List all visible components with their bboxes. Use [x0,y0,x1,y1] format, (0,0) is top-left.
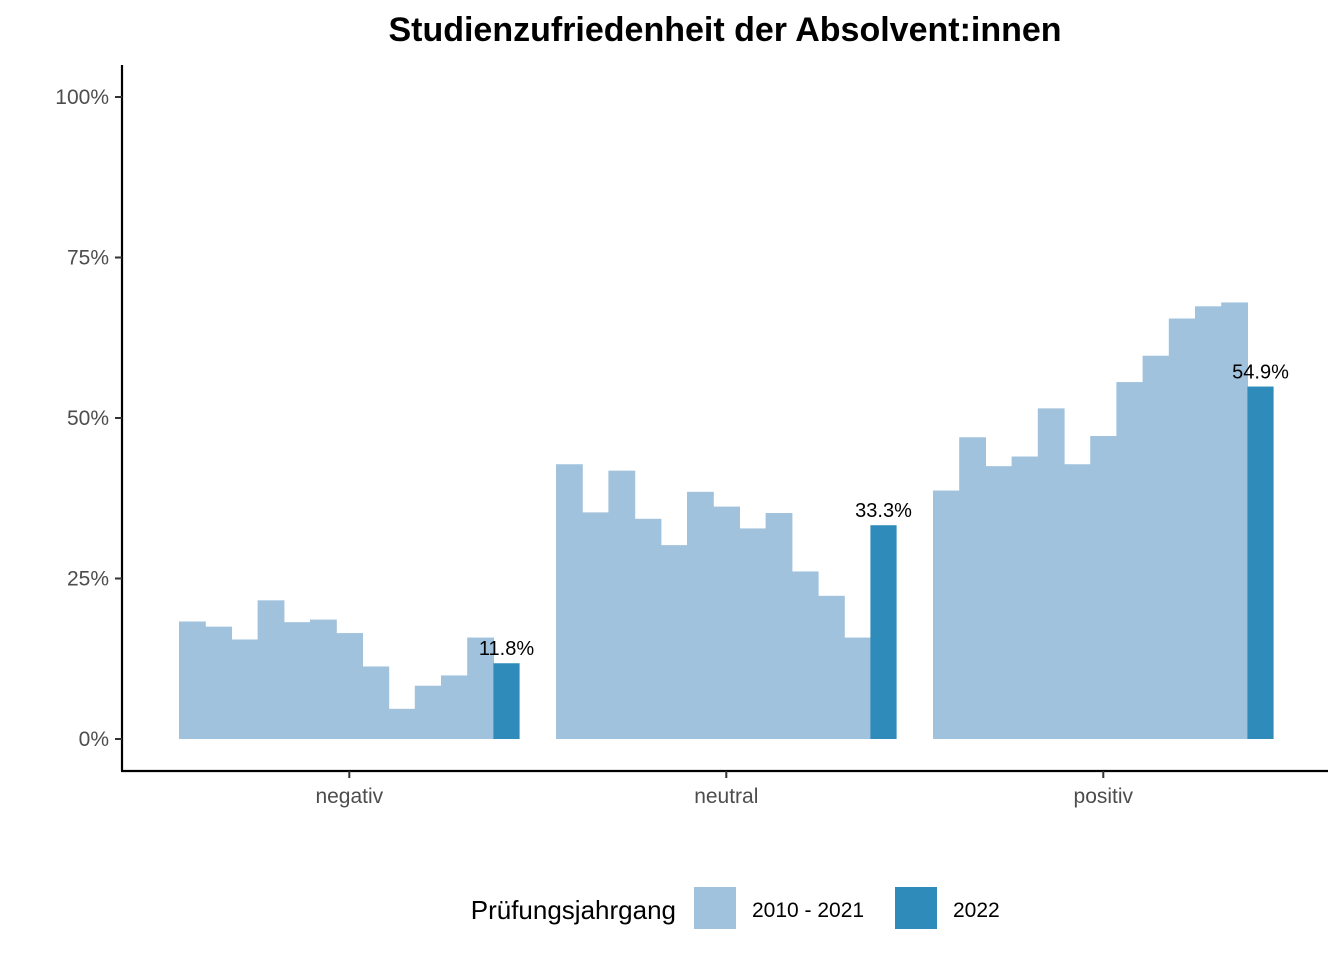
legend-label-2022: 2022 [953,899,1000,922]
x-tick-label-neutral: neutral [694,785,758,808]
bar-neutral-hist-0 [556,464,583,739]
bar-negativ-hist-4 [283,622,311,739]
legend: Prüfungsjahrgang 2010 - 2021 2022 [471,887,1000,929]
bar-neutral-hist-10 [818,595,845,739]
bar-positiv-hist-6 [1090,435,1117,739]
bar-positiv-hist-10 [1195,306,1222,739]
bar-positiv-hist-9 [1168,318,1196,739]
legend-swatch-2022 [895,887,937,929]
bar-positiv-2022 [1247,386,1274,739]
bar-positiv-hist-2 [985,466,1013,739]
bar-positiv-hist-0 [933,490,960,739]
y-tick-label-3: 75% [67,247,109,270]
bar-negativ-hist-6 [336,633,363,739]
bar-neutral-hist-3 [634,518,662,739]
bar-negativ-hist-10 [441,675,468,739]
bar-negativ-hist-3 [257,600,285,739]
bar-neutral-hist-9 [791,571,819,739]
bar-negativ-hist-9 [414,685,442,739]
bar-positiv-hist-3 [1011,456,1039,739]
legend-swatch-2010-2021 [694,887,736,929]
bar-neutral-hist-8 [765,513,793,739]
bar-negativ-hist-7 [362,666,390,739]
x-tick-label-positiv: positiv [1074,785,1134,808]
data-label-positiv-2022: 54.9% [1232,362,1289,384]
bar-positiv-hist-5 [1064,464,1091,739]
bar-negativ-hist-5 [310,619,337,739]
bar-neutral-hist-1 [582,512,609,739]
y-tick-label-0: 0% [79,728,109,751]
bar-negativ-hist-8 [388,708,416,739]
bar-positiv-hist-11 [1221,302,1248,739]
legend-label-2010-2021: 2010 - 2021 [752,899,864,922]
chart-title: Studienzufriedenheit der Absolvent:innen [388,11,1061,49]
bar-positiv-hist-4 [1037,408,1065,739]
x-tick-label-negativ: negativ [315,785,383,808]
bar-negativ-hist-0 [179,621,206,739]
bar-negativ-2022 [493,663,520,739]
bar-neutral-hist-5 [687,491,714,739]
data-label-negativ-2022: 11.8% [479,638,534,660]
y-tick-label-4: 100% [55,86,109,109]
bar-neutral-hist-4 [660,545,688,739]
data-label-neutral-2022: 33.3% [855,500,912,522]
bar-neutral-hist-7 [739,528,767,739]
bar-negativ-hist-1 [205,626,232,739]
bar-negativ-hist-2 [231,639,259,739]
bar-neutral-hist-6 [713,506,740,739]
bar-neutral-hist-11 [844,637,871,739]
bar-positiv-hist-1 [959,437,986,739]
y-tick-label-2: 50% [67,407,109,430]
bar-neutral-hist-2 [608,470,636,739]
plot-area: 0% 25% 50% 75% 100% 11.8% negativ 33.3% neutral 5… [55,65,1328,808]
bar-neutral-2022 [870,525,897,739]
bar-positiv-hist-7 [1116,382,1144,739]
legend-title: Prüfungsjahrgang [471,895,676,925]
bar-negativ-hist-11 [467,637,494,739]
bar-positiv-hist-8 [1142,355,1170,739]
y-tick-label-1: 25% [67,568,109,591]
